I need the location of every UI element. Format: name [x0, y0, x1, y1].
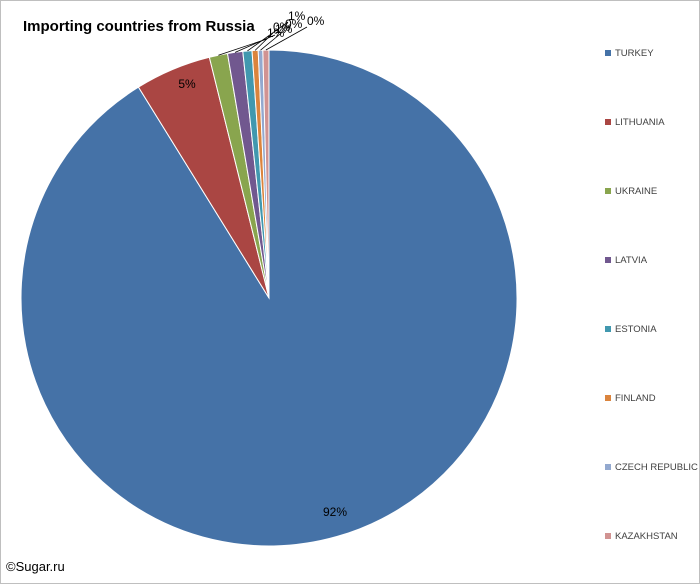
slice-label-czech-republic: 0%: [285, 17, 303, 31]
legend-swatch: [605, 326, 611, 332]
legend-label: KAZAKHSTAN: [615, 530, 678, 542]
legend-swatch: [605, 395, 611, 401]
legend-swatch: [605, 257, 611, 263]
legend-label: LITHUANIA: [615, 116, 665, 128]
slice-label-lithuania: 5%: [178, 77, 196, 91]
leader-line-estonia: [247, 21, 289, 52]
legend-item-latvia: LATVIA: [605, 253, 647, 267]
leader-line-finland: [254, 32, 274, 51]
slice-label-latvia: 1%: [275, 22, 293, 36]
legend-swatch: [605, 533, 611, 539]
legend-item-ukraine: UKRAINE: [605, 184, 657, 198]
legend: TURKEY LITHUANIA UKRAINE LATVIA ESTONIA FINLA…: [605, 41, 699, 553]
legend-label: TURKEY: [615, 47, 654, 59]
legend-label: FINLAND: [615, 392, 656, 404]
legend-swatch: [605, 119, 611, 125]
legend-item-turkey: TURKEY: [605, 46, 654, 60]
legend-item-lithuania: LITHUANIA: [605, 115, 665, 129]
legend-item-estonia: ESTONIA: [605, 322, 657, 336]
pie-slice-kazakhstan: [262, 49, 270, 299]
slice-label-estonia: 1%: [288, 9, 306, 23]
leader-line-kazakhstan: [265, 26, 308, 51]
legend-label: ESTONIA: [615, 323, 657, 335]
legend-swatch: [605, 50, 611, 56]
copyright-text: ©Sugar.ru: [6, 559, 65, 574]
legend-label: CZECH REPUBLIC: [615, 461, 698, 473]
slice-label-kazakhstan: 0%: [307, 14, 325, 28]
slice-label-turkey: 92%: [323, 505, 347, 519]
legend-swatch: [605, 464, 611, 470]
legend-swatch: [605, 188, 611, 194]
chart-title: Importing countries from Russia: [23, 18, 255, 35]
legend-item-kazakhstan: KAZAKHSTAN: [605, 529, 678, 543]
slice-label-finland: 0%: [273, 20, 291, 34]
legend-item-finland: FINLAND: [605, 391, 656, 405]
legend-label: UKRAINE: [615, 185, 658, 197]
legend-label: LATVIA: [615, 254, 648, 266]
leader-line-czech-republic: [260, 29, 286, 51]
legend-item-czech-republic: CZECH REPUBLIC: [605, 460, 698, 474]
